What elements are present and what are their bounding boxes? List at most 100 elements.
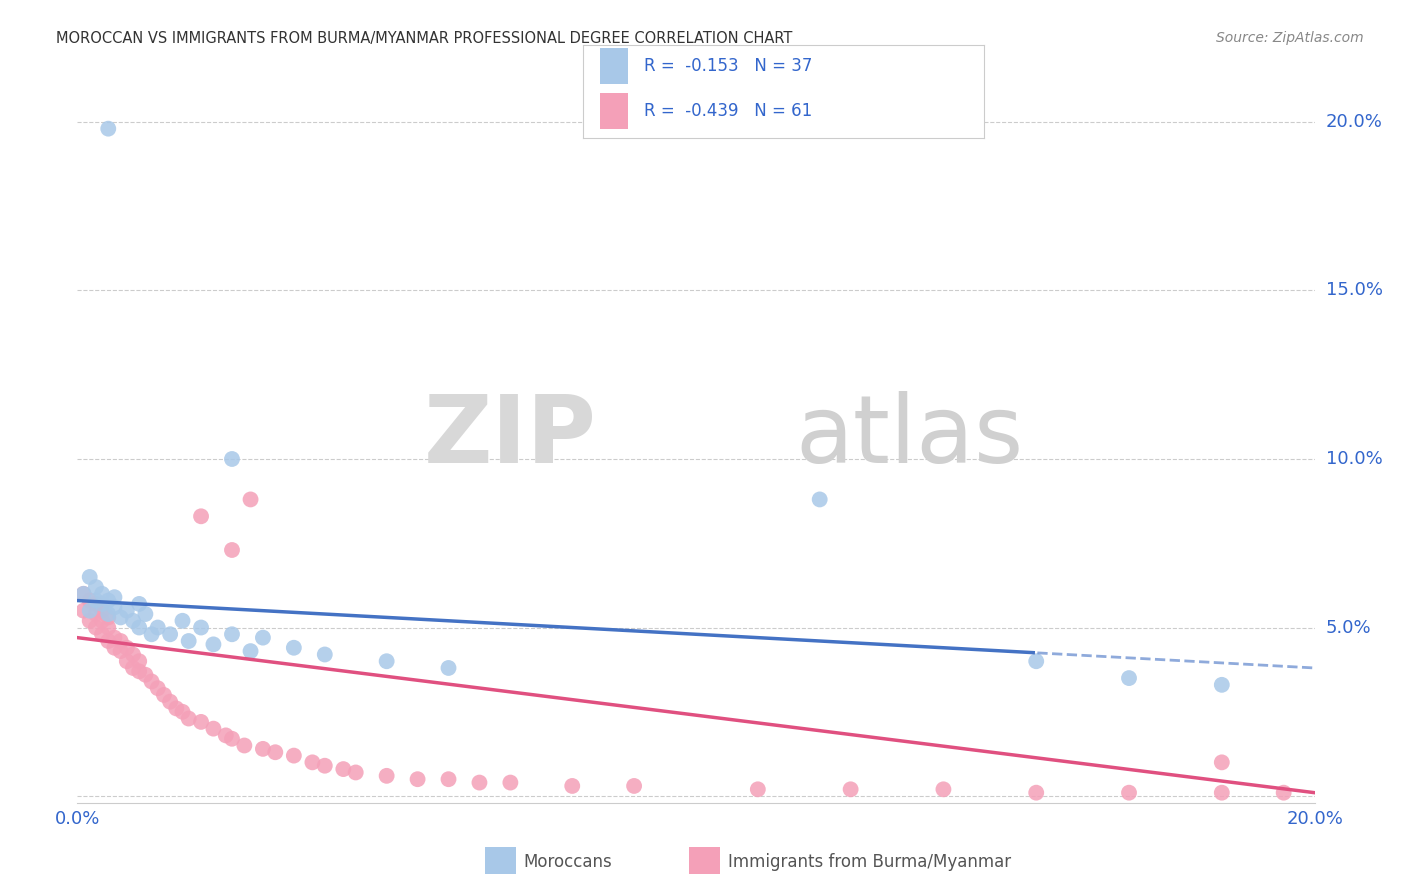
Point — [177, 634, 200, 648]
Point — [128, 665, 150, 679]
Point — [79, 570, 101, 584]
Point — [1211, 756, 1233, 770]
Point — [97, 607, 120, 621]
Point — [1211, 678, 1233, 692]
Point — [233, 739, 256, 753]
Point — [84, 607, 107, 621]
Text: 10.0%: 10.0% — [1326, 450, 1382, 468]
Point — [202, 722, 225, 736]
Point — [115, 640, 138, 655]
Text: MOROCCAN VS IMMIGRANTS FROM BURMA/MYANMAR PROFESSIONAL DEGREE CORRELATION CHART: MOROCCAN VS IMMIGRANTS FROM BURMA/MYANMA… — [56, 31, 793, 46]
Point — [79, 614, 101, 628]
Point — [221, 452, 243, 467]
Point — [159, 627, 181, 641]
Point — [153, 688, 176, 702]
Point — [159, 695, 181, 709]
Text: R =  -0.153   N = 37: R = -0.153 N = 37 — [644, 57, 813, 75]
Point — [146, 621, 169, 635]
Text: 20.0%: 20.0% — [1326, 113, 1382, 131]
Point — [91, 627, 114, 641]
Point — [122, 661, 145, 675]
Point — [932, 782, 955, 797]
Point — [252, 742, 274, 756]
Point — [103, 640, 125, 655]
Point — [110, 644, 132, 658]
Point — [239, 644, 262, 658]
Point — [97, 610, 120, 624]
Point — [747, 782, 769, 797]
Point — [84, 593, 107, 607]
Point — [221, 543, 243, 558]
Point — [1272, 786, 1295, 800]
Point — [97, 621, 120, 635]
Point — [115, 604, 138, 618]
Point — [1211, 786, 1233, 800]
Point — [202, 637, 225, 651]
Point — [808, 492, 831, 507]
Point — [561, 779, 583, 793]
Point — [190, 714, 212, 729]
FancyBboxPatch shape — [599, 94, 627, 129]
Point — [91, 597, 114, 611]
Point — [134, 607, 156, 621]
Point — [172, 614, 194, 628]
Text: R =  -0.439   N = 61: R = -0.439 N = 61 — [644, 102, 811, 120]
Point — [115, 654, 138, 668]
Point — [97, 593, 120, 607]
Point — [190, 509, 212, 524]
Point — [344, 765, 367, 780]
Point — [165, 701, 187, 715]
Text: 15.0%: 15.0% — [1326, 282, 1382, 300]
Point — [623, 779, 645, 793]
Point — [97, 634, 120, 648]
Point — [1025, 786, 1047, 800]
Point — [128, 597, 150, 611]
Point — [1025, 654, 1047, 668]
Point — [122, 614, 145, 628]
Point — [103, 600, 125, 615]
Y-axis label: Professional Degree: Professional Degree — [0, 360, 7, 514]
Text: atlas: atlas — [794, 391, 1024, 483]
Point — [141, 627, 163, 641]
Point — [103, 590, 125, 604]
Text: 5.0%: 5.0% — [1326, 618, 1371, 637]
Point — [79, 593, 101, 607]
Point — [221, 627, 243, 641]
Point — [375, 654, 398, 668]
Point — [314, 758, 336, 772]
Point — [406, 772, 429, 787]
Text: Immigrants from Burma/Myanmar: Immigrants from Burma/Myanmar — [728, 853, 1011, 871]
Point — [128, 654, 150, 668]
Point — [172, 705, 194, 719]
Point — [128, 621, 150, 635]
Point — [72, 587, 94, 601]
Point — [84, 597, 107, 611]
Point — [190, 621, 212, 635]
Point — [437, 661, 460, 675]
Point — [499, 775, 522, 789]
Point — [72, 587, 94, 601]
Point — [91, 587, 114, 601]
Point — [91, 614, 114, 628]
Point — [1118, 671, 1140, 685]
Point — [239, 492, 262, 507]
Point — [1118, 786, 1140, 800]
Point — [134, 667, 156, 681]
Point — [283, 640, 305, 655]
FancyBboxPatch shape — [599, 48, 627, 84]
Point — [314, 648, 336, 662]
Point — [437, 772, 460, 787]
Point — [79, 604, 101, 618]
Point — [110, 634, 132, 648]
Point — [468, 775, 491, 789]
Text: Moroccans: Moroccans — [523, 853, 612, 871]
Text: ZIP: ZIP — [425, 391, 598, 483]
Point — [839, 782, 862, 797]
Point — [110, 610, 132, 624]
Point — [122, 648, 145, 662]
Point — [221, 731, 243, 746]
Point — [264, 745, 287, 759]
Point — [97, 121, 120, 136]
Point — [91, 604, 114, 618]
Point — [301, 756, 323, 770]
